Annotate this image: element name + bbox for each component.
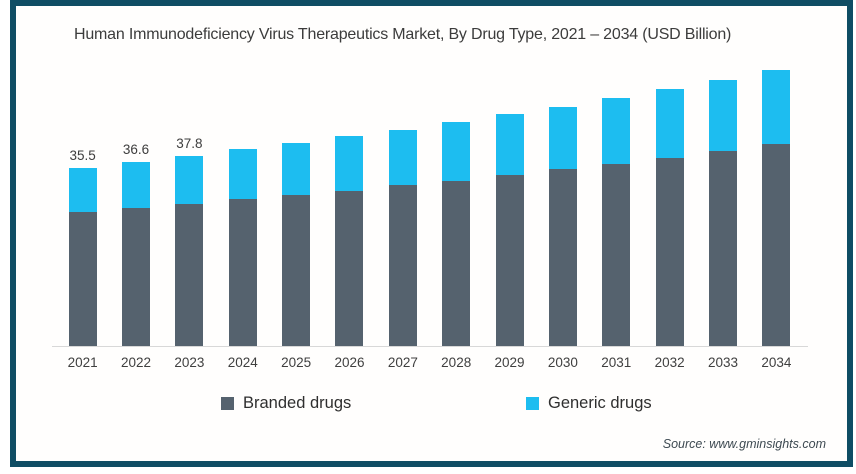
bar-segment-branded-2032 [655,158,684,346]
bar-segment-generic-2032 [655,89,684,158]
x-tick-2031: 2031 [601,355,632,370]
bar-segment-generic-2026 [335,136,364,191]
x-tick-2030: 2030 [547,355,578,370]
bar-2032 [643,64,696,346]
bar-segment-branded-2033 [708,151,737,346]
source-credit: Source: www.gminsights.com [662,437,826,451]
bar-segment-generic-2023 [175,156,204,204]
bar-2028 [430,64,483,346]
x-tick-2034: 2034 [761,355,792,370]
bar-2024 [216,64,269,346]
x-tick-2029: 2029 [494,355,525,370]
x-tick-2023: 2023 [174,355,205,370]
bar-segment-generic-2027 [388,130,417,185]
x-tick-2021: 2021 [67,355,98,370]
bar-segment-generic-2033 [708,80,737,151]
bar-segment-generic-2021 [68,168,97,212]
x-tick-2024: 2024 [227,355,258,370]
chart-title: Human Immunodeficiency Virus Therapeutic… [74,26,732,43]
x-axis-line [52,346,808,347]
bar-2021: 35.5 [56,64,109,346]
bar-segment-generic-2030 [548,107,577,169]
chart-frame: Human Immunodeficiency Virus Therapeutic… [10,0,853,467]
bar-segment-branded-2034 [762,144,791,346]
x-tick-2027: 2027 [387,355,418,370]
bar-segment-branded-2030 [548,169,577,346]
bar-2026 [323,64,376,346]
bar-segment-branded-2022 [122,208,151,346]
bar-segment-generic-2025 [282,143,311,195]
x-tick-2025: 2025 [281,355,312,370]
bar-2023: 37.8 [163,64,216,346]
bar-segment-generic-2024 [228,149,257,199]
total-label-2021: 35.5 [69,148,96,163]
bar-segment-branded-2027 [388,185,417,346]
bar-2033 [696,64,749,346]
bar-2030 [536,64,589,346]
bar-segment-generic-2031 [602,98,631,164]
bar-segment-generic-2029 [495,114,524,175]
x-tick-2022: 2022 [121,355,152,370]
bar-2034 [750,64,803,346]
bar-segment-branded-2024 [228,199,257,346]
bar-segment-branded-2029 [495,175,524,346]
legend-item-generic-drugs: Generic drugs [526,394,652,413]
bar-2031 [590,64,643,346]
bar-2029 [483,64,536,346]
legend-label-generic-drugs: Generic drugs [548,394,652,412]
x-tick-2032: 2032 [654,355,685,370]
x-tick-2028: 2028 [441,355,472,370]
x-axis-labels: 2021 2022 2023 2024 2025 2026 2027 2028 2029 2030… [56,355,803,370]
bar-segment-branded-2023 [175,204,204,346]
bar-2022: 36.6 [109,64,162,346]
bar-2025 [269,64,322,346]
x-tick-2026: 2026 [334,355,365,370]
bar-segment-generic-2022 [122,162,151,208]
bar-segment-branded-2021 [68,212,97,346]
bar-2027 [376,64,429,346]
generic-drugs-swatch [526,397,539,410]
legend: Branded drugs Generic drugs [16,394,847,416]
bar-segment-branded-2025 [282,195,311,346]
total-label-2022: 36.6 [122,142,150,157]
bar-segment-branded-2028 [442,181,471,346]
total-label-2023: 37.8 [176,136,203,151]
bar-segment-branded-2031 [602,164,631,346]
bar-segment-generic-2034 [762,70,791,144]
branded-drugs-swatch [221,397,234,410]
legend-label-branded-drugs: Branded drugs [243,394,352,412]
plot-area: 35.5 36.6 37.8 [56,64,803,346]
bar-segment-branded-2026 [335,191,364,346]
bar-segment-generic-2028 [442,122,471,181]
x-tick-2033: 2033 [707,355,739,370]
legend-item-branded-drugs: Branded drugs [221,394,351,413]
